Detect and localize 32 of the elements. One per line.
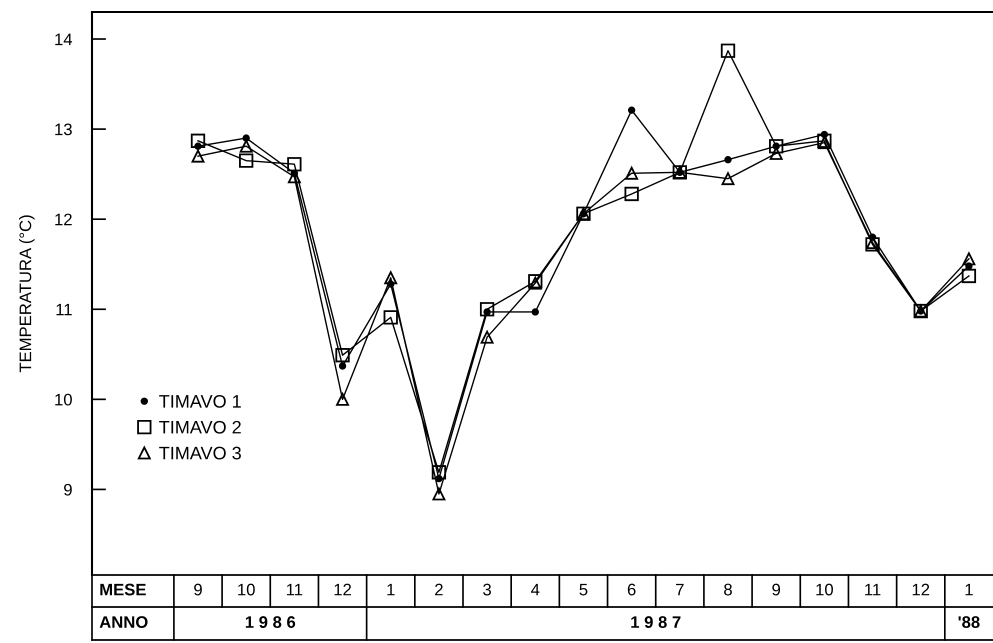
y-tick-label: 10: [55, 394, 72, 406]
x-tick-label: 12: [912, 584, 930, 596]
x-tick-label: 7: [676, 584, 684, 596]
x-tick-label: 11: [286, 584, 302, 596]
text: 1 9 8 6: [246, 616, 296, 628]
legend-label: TIMAVO 2: [159, 420, 241, 434]
legend-label: TIMAVO 1: [159, 394, 241, 408]
y-tick-label: 12: [55, 214, 72, 226]
x-tick-label: 4: [531, 584, 540, 596]
legend-label: TIMAVO 3: [159, 446, 241, 460]
text: '88: [958, 616, 980, 628]
y-tick-label: 11: [56, 304, 72, 316]
x-tick-label: 8: [724, 584, 732, 596]
text: 1 9 8 7: [631, 616, 680, 628]
text: ANNO: [100, 616, 148, 628]
x-tick-label: 1: [387, 584, 395, 596]
y-tick-label: 9: [64, 484, 72, 496]
y-tick-label: 14: [55, 34, 72, 46]
x-tick-label: 11: [865, 584, 880, 596]
x-tick-label: 9: [772, 584, 780, 596]
x-axis-title: MESE: [100, 584, 146, 596]
x-tick-label: 9: [194, 584, 202, 596]
y-tick-label: 13: [55, 124, 72, 136]
x-tick-label: 2: [435, 584, 443, 596]
x-tick-label: 3: [483, 584, 491, 596]
y-axis-title: TEMPERATURA (°C): [19, 215, 35, 372]
x-tick-label: 10: [238, 584, 255, 596]
x-tick-label: 6: [628, 584, 636, 596]
x-tick-label: 1: [966, 584, 973, 596]
x-tick-label: 5: [579, 584, 588, 596]
x-tick-label: 10: [816, 584, 833, 596]
x-tick-label: 12: [334, 584, 351, 596]
